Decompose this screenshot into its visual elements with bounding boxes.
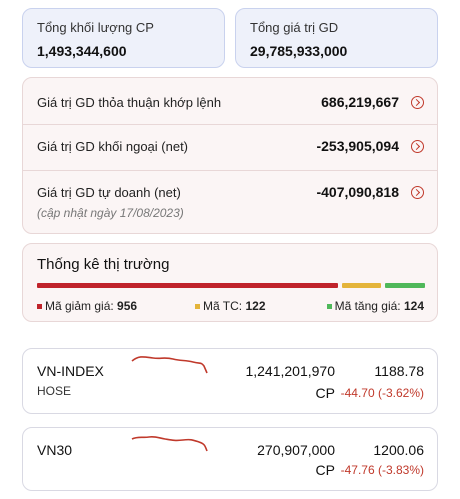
unchanged-label: Mã TC: bbox=[203, 299, 243, 313]
unchanged-count: 122 bbox=[245, 299, 266, 313]
divider bbox=[23, 170, 437, 171]
index-point: 1200.06 bbox=[373, 442, 424, 458]
index-card-vn30[interactable]: VN30 270,907,000 CP 1200.06 -47.76 (-3.8… bbox=[22, 427, 438, 491]
unchanged-legend: Mã TC: 122 bbox=[195, 299, 266, 313]
advance-bar bbox=[385, 283, 425, 288]
index-volume: 1,241,201,970 bbox=[245, 363, 335, 379]
decline-swatch bbox=[37, 304, 42, 310]
decline-label: Mã giảm giá: bbox=[45, 299, 114, 313]
advance-legend: Mã tăng giá: 124 bbox=[326, 299, 424, 313]
negotiated-value-label: Giá trị GD thỏa thuận khớp lệnh bbox=[37, 95, 222, 110]
arrow-right-circle-icon[interactable] bbox=[411, 140, 424, 153]
unchanged-bar bbox=[342, 283, 381, 288]
advance-swatch bbox=[326, 304, 332, 310]
arrow-right-circle-icon[interactable] bbox=[411, 186, 424, 199]
divider bbox=[23, 124, 437, 125]
exchange-name: HOSE bbox=[37, 384, 72, 398]
total-value-card: Tổng giá trị GD 29,785,933,000 bbox=[235, 8, 438, 68]
updated-date-note: (cập nhật ngày 17/08/2023) bbox=[37, 206, 184, 220]
market-stats-card: Thống kê thị trường Mã giảm giá: 956 Mã … bbox=[22, 243, 438, 322]
total-volume-label: Tổng khối lượng CP bbox=[37, 20, 154, 35]
index-point: 1188.78 bbox=[374, 363, 424, 379]
total-volume-value: 1,493,344,600 bbox=[37, 43, 127, 59]
market-stats-title: Thống kê thị trường bbox=[37, 256, 170, 273]
index-card-vnindex[interactable]: VN-INDEX HOSE 1,241,201,970 CP 1188.78 -… bbox=[22, 348, 438, 414]
decline-count: 956 bbox=[117, 299, 138, 313]
foreign-net-amount: -253,905,094 bbox=[316, 138, 399, 154]
total-value-label: Tổng giá trị GD bbox=[250, 20, 339, 35]
arrow-right-circle-icon[interactable] bbox=[411, 96, 424, 109]
total-volume-card: Tổng khối lượng CP 1,493,344,600 bbox=[22, 8, 225, 68]
proprietary-net-row[interactable]: Giá trị GD tự doanh (net) -407,090,818 (… bbox=[23, 170, 437, 234]
index-name: VN-INDEX bbox=[37, 363, 104, 379]
total-value-value: 29,785,933,000 bbox=[250, 43, 348, 59]
negotiated-value-row[interactable]: Giá trị GD thỏa thuận khớp lệnh 686,219,… bbox=[23, 78, 437, 124]
decline-bar bbox=[37, 283, 338, 288]
index-name: VN30 bbox=[37, 442, 73, 458]
advance-label: Mã tăng giá: bbox=[334, 299, 401, 313]
proprietary-net-label: Giá trị GD tự doanh (net) bbox=[37, 185, 181, 200]
sparkline-chart bbox=[131, 356, 208, 374]
advance-count: 124 bbox=[403, 299, 424, 313]
volume-unit: CP bbox=[315, 462, 335, 478]
proprietary-net-amount: -407,090,818 bbox=[316, 184, 399, 200]
foreign-net-row[interactable]: Giá trị GD khối ngoại (net) -253,905,094 bbox=[23, 124, 437, 170]
index-change: -47.76 (-3.83%) bbox=[340, 463, 424, 477]
trade-value-card: Giá trị GD thỏa thuận khớp lệnh 686,219,… bbox=[22, 77, 438, 234]
index-change: -44.70 (-3.62%) bbox=[340, 386, 424, 400]
negotiated-value-amount: 686,219,667 bbox=[321, 94, 399, 110]
unchanged-swatch bbox=[195, 304, 200, 310]
foreign-net-label: Giá trị GD khối ngoại (net) bbox=[37, 139, 189, 154]
sparkline-chart bbox=[131, 435, 208, 452]
index-volume: 270,907,000 bbox=[257, 442, 335, 458]
decline-legend: Mã giảm giá: 956 bbox=[37, 299, 137, 313]
volume-unit: CP bbox=[315, 385, 335, 401]
